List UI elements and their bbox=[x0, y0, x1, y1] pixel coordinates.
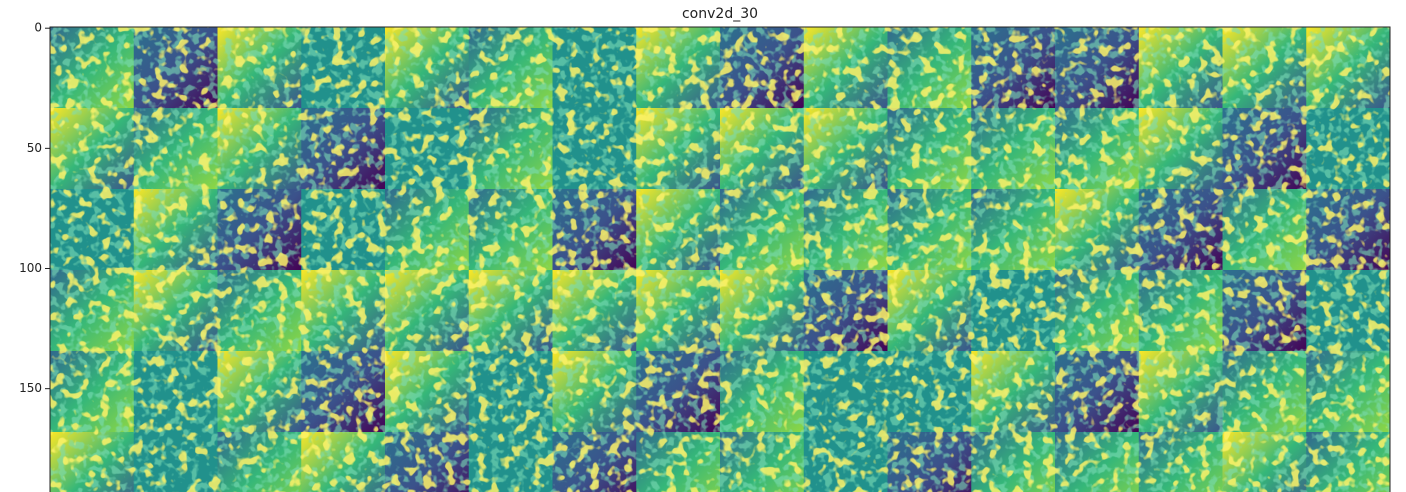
feature-map-grid bbox=[50, 27, 1390, 492]
y-tick-label: 100 bbox=[19, 261, 42, 275]
texture bbox=[50, 27, 1390, 492]
y-tick-label: 150 bbox=[19, 381, 42, 395]
chart-title: conv2d_30 bbox=[682, 6, 758, 22]
y-tick-label: 50 bbox=[27, 141, 42, 155]
y-tick-label: 0 bbox=[34, 21, 42, 35]
image-frame bbox=[49, 26, 1391, 492]
